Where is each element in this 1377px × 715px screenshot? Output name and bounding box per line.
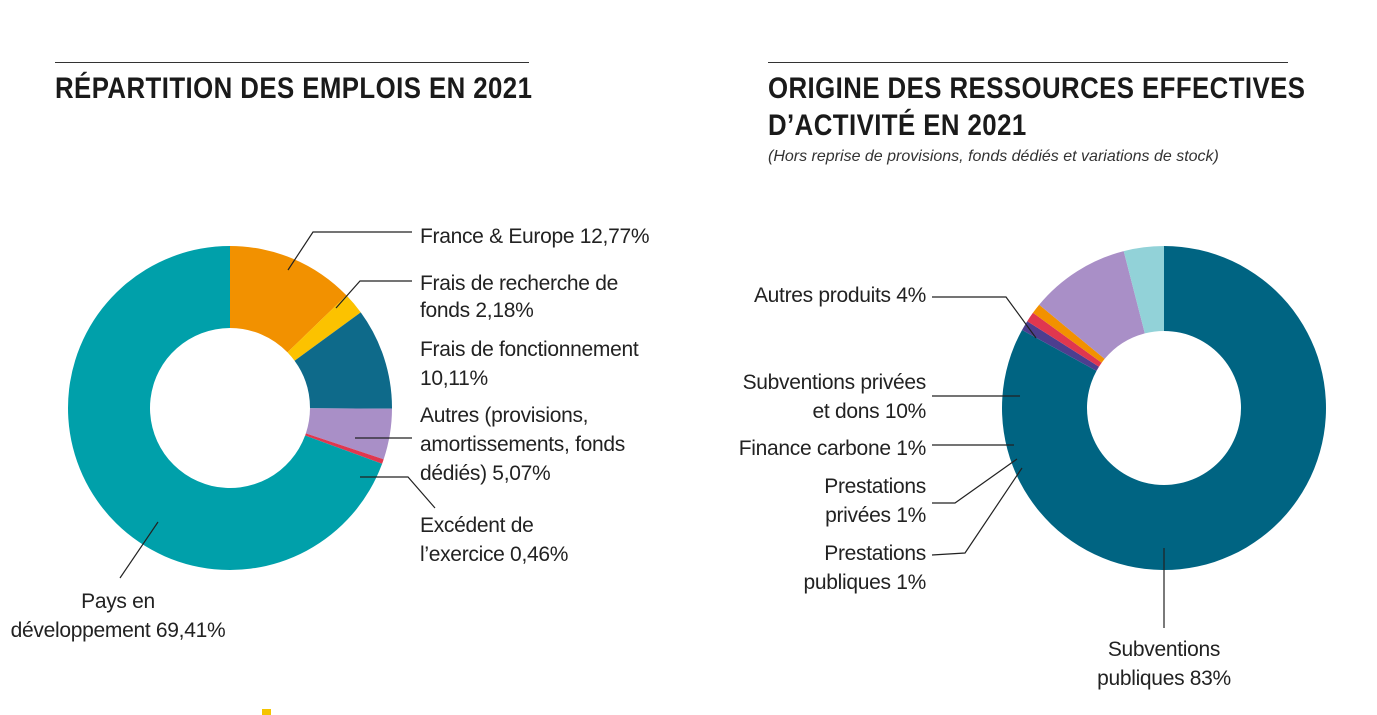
label-finance_carbone-line1: Finance carbone 1%	[739, 437, 926, 460]
label-recherche-line1: Frais de recherche de	[420, 272, 618, 295]
leader-line-prest_publiques	[931, 467, 1023, 556]
slice-excedent	[305, 433, 384, 464]
label-fonctionnement-line2: 10,11%	[420, 367, 488, 390]
slice-autres_produits	[1123, 246, 1164, 334]
label-france-line1: France & Europe 12,77%	[420, 225, 649, 248]
leader-line-autres_produits	[932, 296, 1037, 339]
left-title-rule	[55, 62, 529, 63]
label-autres-line2: amortissements, fonds	[420, 433, 625, 456]
label-prest_publiques-line1: Prestations	[824, 542, 926, 565]
donut-chart-ressources: Subventions publiques 83% Prestations publi…	[739, 246, 1327, 690]
slice-subv_privees	[1039, 251, 1145, 359]
label-recherche-line2: fonds 2,18%	[420, 299, 533, 322]
label-subv_privees-line1: Subventions privées	[743, 371, 926, 394]
slice-france	[230, 246, 347, 353]
label-subv_publiques-line1: Subventions	[1108, 638, 1220, 661]
slice-subv_publiques	[1002, 246, 1327, 570]
slice-autres	[305, 408, 392, 460]
accent-mark	[262, 709, 271, 715]
right-chart-title-line1: ORIGINE DES RESSOURCES EFFECTIVES	[768, 72, 1306, 105]
label-autres-line3: dédiés) 5,07%	[420, 462, 550, 485]
leader-line-france	[287, 231, 412, 271]
label-pays-line1: Pays en	[81, 590, 155, 613]
leader-line-recherche	[335, 280, 412, 309]
donut-chart-emplois: France & Europe 12,77% Frais de recherche…	[11, 225, 650, 642]
label-pays-line2: développement 69,41%	[11, 619, 226, 642]
label-autres_produits-line1: Autres produits 4%	[754, 284, 926, 307]
slice-finance_carbone	[1032, 304, 1105, 363]
label-excedent-line1: Excédent de	[420, 514, 533, 537]
label-prest_privees-line2: privées 1%	[825, 504, 926, 527]
label-fonctionnement-line1: Frais de fonctionnement	[420, 338, 639, 361]
slice-prest_publiques	[1022, 321, 1099, 371]
label-excedent-line2: l’exercice 0,46%	[420, 543, 568, 566]
label-subv_privees-line2: et dons 10%	[813, 400, 926, 423]
slice-fonctionnement	[294, 312, 392, 409]
label-subv_publiques-line2: publiques 83%	[1097, 667, 1231, 690]
leader-line-pays	[119, 521, 159, 579]
slice-pays	[67, 246, 383, 570]
right-chart-subtitle: (Hors reprise de provisions, fonds dédié…	[768, 148, 1219, 165]
label-autres-line1: Autres (provisions,	[420, 404, 588, 427]
slice-recherche	[287, 295, 361, 361]
right-chart-title-line2: D’ACTIVITÉ EN 2021	[768, 109, 1027, 142]
label-prest_publiques-line2: publiques 1%	[804, 571, 927, 594]
label-prest_privees-line1: Prestations	[824, 475, 926, 498]
leader-line-prest_privees	[932, 458, 1018, 504]
right-title-rule	[768, 62, 1288, 63]
left-chart-title: RÉPARTITION DES EMPLOIS EN 2021	[55, 72, 533, 105]
slice-prest_privees	[1027, 312, 1102, 367]
leader-line-excedent	[360, 476, 436, 509]
